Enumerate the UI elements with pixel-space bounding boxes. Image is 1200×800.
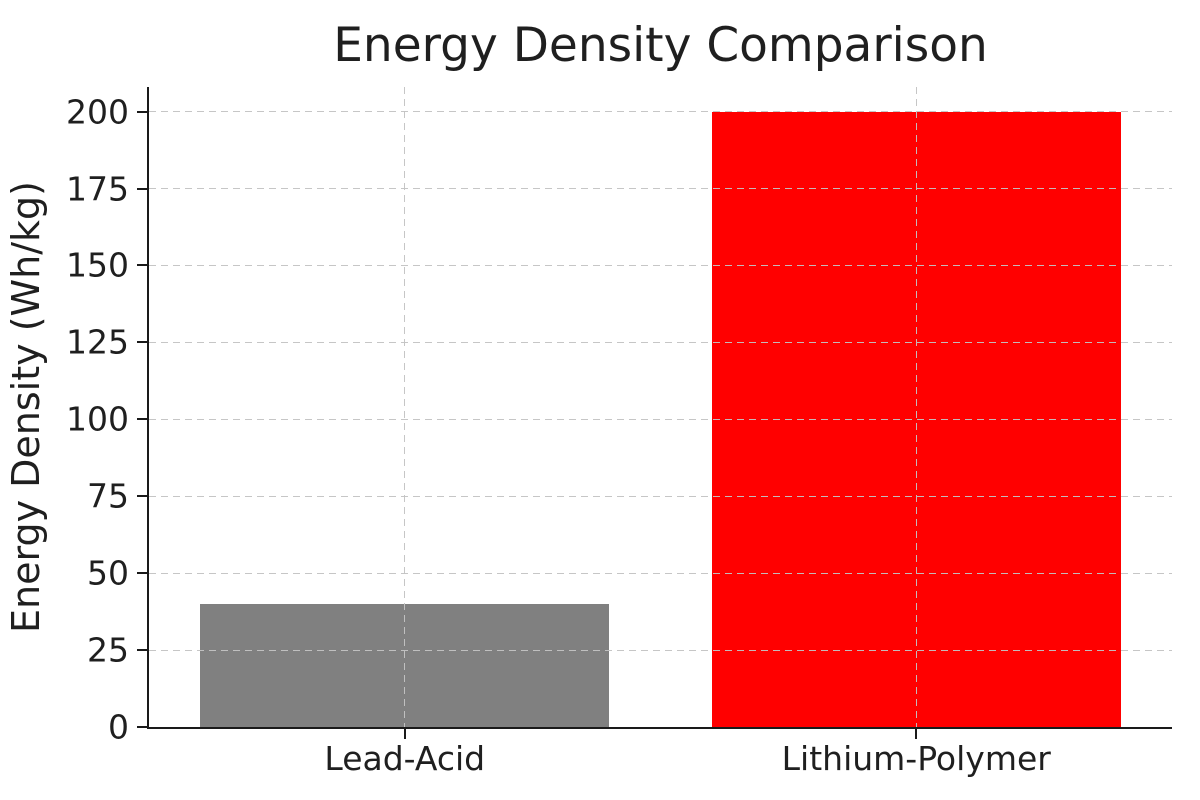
y-tick-label-50: 50 xyxy=(87,553,129,593)
y-tick-75 xyxy=(137,495,147,498)
y-tick-label-0: 0 xyxy=(108,707,129,747)
gridline-y-125 xyxy=(149,341,1172,343)
gridline-y-25 xyxy=(149,649,1172,651)
gridline-y-50 xyxy=(149,572,1172,574)
y-tick-150 xyxy=(137,264,147,267)
x-tick-label-lithium-polymer: Lithium-Polymer xyxy=(781,739,1051,778)
gridline-y-175 xyxy=(149,188,1172,190)
x-tick-1 xyxy=(915,729,918,739)
y-tick-label-200: 200 xyxy=(66,92,129,132)
y-tick-175 xyxy=(137,187,147,190)
y-tick-125 xyxy=(137,341,147,344)
y-axis-label: Energy Density (Wh/kg) xyxy=(4,181,48,633)
x-tick-label-lead-acid: Lead-Acid xyxy=(324,739,486,778)
y-tick-25 xyxy=(137,649,147,652)
y-tick-0 xyxy=(137,726,147,728)
y-tick-label-125: 125 xyxy=(66,322,129,362)
gridline-y-100 xyxy=(149,418,1172,420)
plot-area: 0 25 50 75 100 125 150 175 200 Lead-Acid Lithium-P… xyxy=(66,87,1172,778)
y-tick-200 xyxy=(137,110,147,113)
gridline-y-150 xyxy=(149,264,1172,266)
y-tick-label-175: 175 xyxy=(66,169,129,209)
y-tick-label-100: 100 xyxy=(66,399,129,439)
x-tick-0 xyxy=(403,729,406,739)
x-axis-spine xyxy=(147,727,1172,729)
y-tick-100 xyxy=(137,418,147,421)
gridline-y-200 xyxy=(149,111,1172,113)
y-tick-label-150: 150 xyxy=(66,245,129,285)
y-tick-50 xyxy=(137,572,147,575)
y-axis-spine xyxy=(147,87,149,729)
y-tick-label-75: 75 xyxy=(87,476,129,516)
chart-title: Energy Density Comparison xyxy=(333,18,988,73)
y-tick-label-25: 25 xyxy=(87,630,129,670)
gridline-x-1 xyxy=(915,87,917,727)
gridline-y-75 xyxy=(149,495,1172,497)
gridline-x-0 xyxy=(404,87,406,727)
